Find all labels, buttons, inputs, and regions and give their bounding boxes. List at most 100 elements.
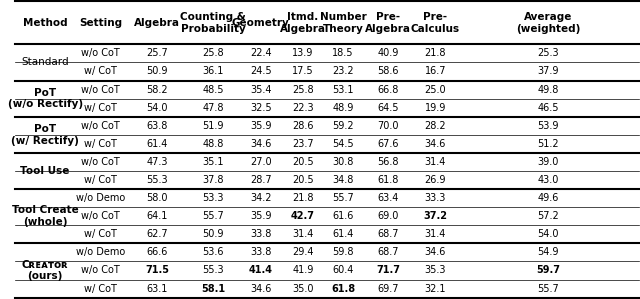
Text: 50.9: 50.9 (147, 66, 168, 77)
Text: 16.7: 16.7 (424, 66, 446, 77)
Text: 61.4: 61.4 (332, 229, 354, 239)
Text: 35.4: 35.4 (250, 85, 271, 94)
Text: 53.1: 53.1 (332, 85, 354, 94)
Text: 22.3: 22.3 (292, 103, 314, 113)
Text: 34.8: 34.8 (332, 175, 354, 185)
Text: Pre-
Algebra: Pre- Algebra (365, 12, 411, 34)
Text: 55.7: 55.7 (202, 211, 224, 221)
Text: 54.9: 54.9 (538, 247, 559, 257)
Text: 25.8: 25.8 (202, 48, 224, 58)
Text: 28.7: 28.7 (250, 175, 271, 185)
Text: 54.0: 54.0 (147, 103, 168, 113)
Text: 60.4: 60.4 (332, 266, 354, 275)
Text: 32.5: 32.5 (250, 103, 271, 113)
Text: 17.5: 17.5 (292, 66, 314, 77)
Text: Average
(weighted): Average (weighted) (516, 12, 580, 34)
Text: 55.3: 55.3 (147, 175, 168, 185)
Text: 61.8: 61.8 (377, 175, 399, 185)
Text: w/ CoT: w/ CoT (84, 283, 117, 294)
Text: 49.6: 49.6 (538, 193, 559, 203)
Text: 28.2: 28.2 (424, 121, 446, 131)
Text: 33.8: 33.8 (250, 247, 271, 257)
Text: 41.9: 41.9 (292, 266, 314, 275)
Text: 54.5: 54.5 (332, 139, 354, 149)
Text: 53.9: 53.9 (538, 121, 559, 131)
Text: 55.7: 55.7 (538, 283, 559, 294)
Text: Cʀᴇᴀᴛᴏʀ
(ours): Cʀᴇᴀᴛᴏʀ (ours) (22, 260, 68, 281)
Text: 29.4: 29.4 (292, 247, 314, 257)
Text: w/o Demo: w/o Demo (76, 193, 125, 203)
Text: 21.8: 21.8 (424, 48, 446, 58)
Text: w/ CoT: w/ CoT (84, 175, 117, 185)
Text: 37.8: 37.8 (202, 175, 224, 185)
Text: w/o CoT: w/o CoT (81, 121, 120, 131)
Text: PoT
(w/ Rectify): PoT (w/ Rectify) (12, 124, 79, 146)
Text: 61.6: 61.6 (332, 211, 354, 221)
Text: w/o Demo: w/o Demo (76, 247, 125, 257)
Text: 34.6: 34.6 (424, 139, 446, 149)
Text: 55.7: 55.7 (332, 193, 354, 203)
Text: 57.2: 57.2 (538, 211, 559, 221)
Text: 31.4: 31.4 (424, 229, 446, 239)
Text: 37.9: 37.9 (538, 66, 559, 77)
Text: 13.9: 13.9 (292, 48, 314, 58)
Text: w/ CoT: w/ CoT (84, 229, 117, 239)
Text: 69.7: 69.7 (377, 283, 399, 294)
Text: 58.2: 58.2 (147, 85, 168, 94)
Text: 43.0: 43.0 (538, 175, 559, 185)
Text: 71.5: 71.5 (145, 266, 169, 275)
Text: 25.3: 25.3 (538, 48, 559, 58)
Text: 32.1: 32.1 (424, 283, 446, 294)
Text: w/ CoT: w/ CoT (84, 103, 117, 113)
Text: 35.3: 35.3 (424, 266, 446, 275)
Text: 66.8: 66.8 (377, 85, 399, 94)
Text: 35.1: 35.1 (202, 157, 224, 167)
Text: 35.9: 35.9 (250, 121, 271, 131)
Text: 51.9: 51.9 (202, 121, 224, 131)
Text: 34.6: 34.6 (424, 247, 446, 257)
Text: w/o CoT: w/o CoT (81, 266, 120, 275)
Text: 28.6: 28.6 (292, 121, 314, 131)
Text: 35.9: 35.9 (250, 211, 271, 221)
Text: 22.4: 22.4 (250, 48, 271, 58)
Text: w/o CoT: w/o CoT (81, 48, 120, 58)
Text: 25.7: 25.7 (146, 48, 168, 58)
Text: Setting: Setting (79, 18, 122, 28)
Text: Tool Create
(whole): Tool Create (whole) (12, 205, 79, 227)
Text: w/o CoT: w/o CoT (81, 157, 120, 167)
Text: 58.0: 58.0 (147, 193, 168, 203)
Text: 20.5: 20.5 (292, 175, 314, 185)
Text: 34.6: 34.6 (250, 139, 271, 149)
Text: 40.9: 40.9 (377, 48, 399, 58)
Text: 63.8: 63.8 (147, 121, 168, 131)
Text: 64.1: 64.1 (147, 211, 168, 221)
Text: 19.9: 19.9 (424, 103, 446, 113)
Text: 61.4: 61.4 (147, 139, 168, 149)
Text: 71.7: 71.7 (376, 266, 400, 275)
Text: 69.0: 69.0 (377, 211, 399, 221)
Text: 53.3: 53.3 (202, 193, 224, 203)
Text: 25.0: 25.0 (424, 85, 446, 94)
Text: 42.7: 42.7 (291, 211, 315, 221)
Text: 55.3: 55.3 (202, 266, 224, 275)
Text: 31.4: 31.4 (424, 157, 446, 167)
Text: Counting &
Probability: Counting & Probability (180, 12, 246, 34)
Text: Method: Method (23, 18, 67, 28)
Text: Pre-
Calculus: Pre- Calculus (411, 12, 460, 34)
Text: Geometry: Geometry (232, 18, 289, 28)
Text: 46.5: 46.5 (538, 103, 559, 113)
Text: 18.5: 18.5 (332, 48, 354, 58)
Text: Tool Use: Tool Use (20, 166, 70, 176)
Text: 59.8: 59.8 (332, 247, 354, 257)
Text: 26.9: 26.9 (424, 175, 446, 185)
Text: 34.6: 34.6 (250, 283, 271, 294)
Text: w/o CoT: w/o CoT (81, 211, 120, 221)
Text: w/o CoT: w/o CoT (81, 85, 120, 94)
Text: 58.1: 58.1 (201, 283, 225, 294)
Text: 33.3: 33.3 (424, 193, 446, 203)
Text: 63.4: 63.4 (377, 193, 399, 203)
Text: 37.2: 37.2 (423, 211, 447, 221)
Text: 41.4: 41.4 (248, 266, 273, 275)
Text: 67.6: 67.6 (377, 139, 399, 149)
Text: 68.7: 68.7 (377, 247, 399, 257)
